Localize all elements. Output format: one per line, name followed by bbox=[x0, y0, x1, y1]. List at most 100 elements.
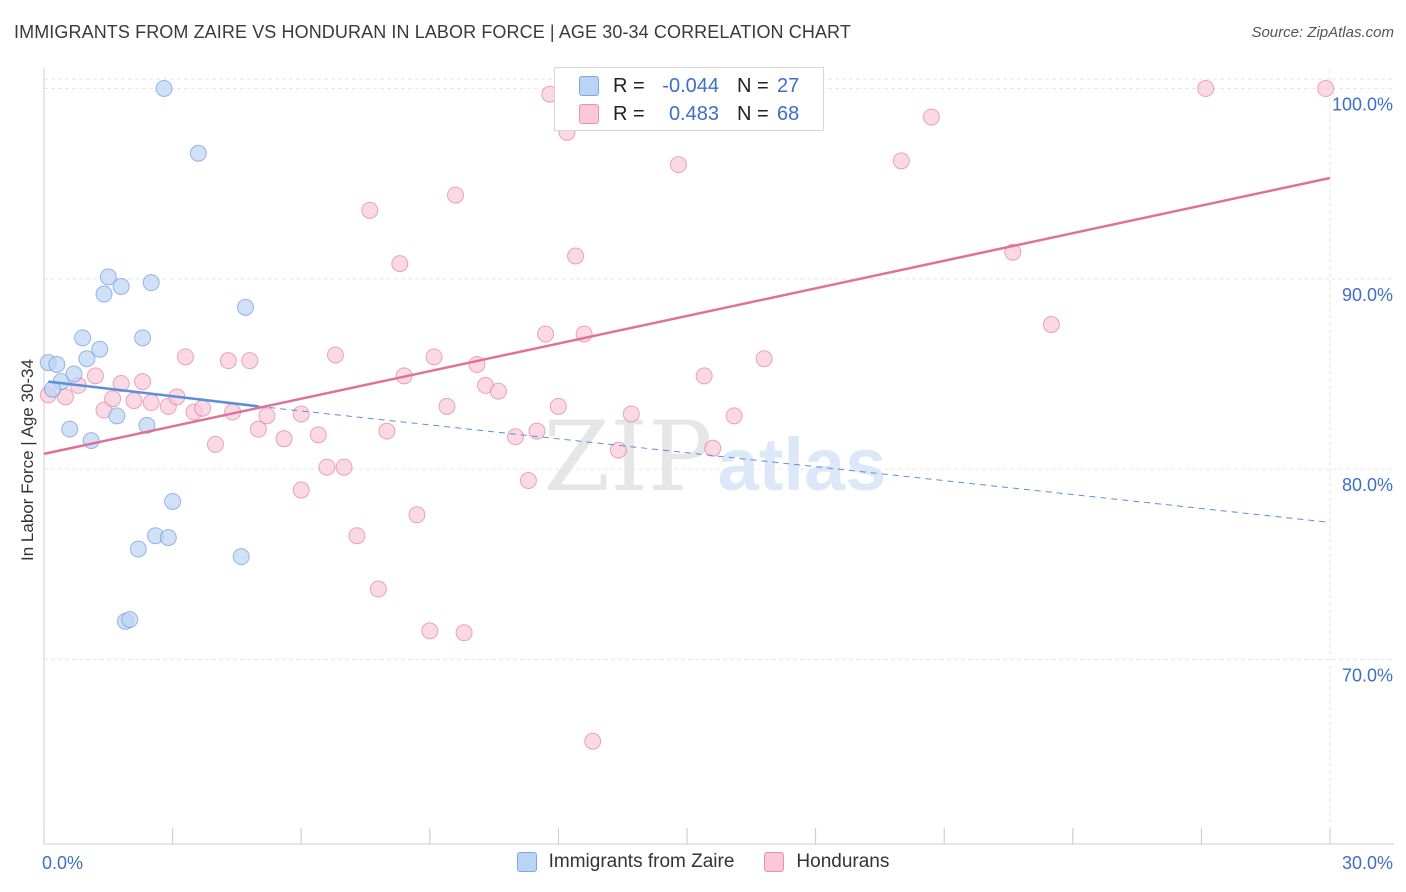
legend-r-value: 0.483 bbox=[668, 102, 719, 125]
point-hondurans bbox=[86, 367, 104, 385]
point-hondurans bbox=[241, 352, 259, 370]
series-legend: Immigrants from Zaire Hondurans bbox=[0, 851, 1406, 873]
point-immigrants-from-zaire bbox=[61, 420, 79, 438]
point-immigrants-from-zaire bbox=[121, 610, 139, 628]
point-hondurans bbox=[348, 527, 366, 545]
point-hondurans bbox=[104, 390, 122, 408]
series-legend-label: Immigrants from Zaire bbox=[548, 851, 735, 872]
point-hondurans bbox=[425, 348, 443, 366]
point-immigrants-from-zaire bbox=[112, 277, 130, 295]
point-hondurans bbox=[622, 405, 640, 423]
point-immigrants-from-zaire bbox=[129, 540, 147, 558]
y-tick-label: 100.0% bbox=[1332, 95, 1393, 115]
point-immigrants-from-zaire bbox=[48, 355, 66, 373]
point-hondurans bbox=[537, 325, 555, 343]
point-hondurans bbox=[369, 580, 387, 598]
point-immigrants-from-zaire bbox=[74, 329, 92, 347]
watermark-atlas: atlas bbox=[718, 423, 887, 506]
legend-r-label: R = bbox=[613, 102, 645, 125]
point-hondurans bbox=[507, 428, 525, 446]
chart-title: IMMIGRANTS FROM ZAIRE VS HONDURAN IN LAB… bbox=[14, 22, 851, 42]
point-immigrants-from-zaire bbox=[108, 407, 126, 425]
point-hondurans bbox=[326, 346, 344, 364]
point-hondurans bbox=[391, 255, 409, 273]
tick-label-layer: 70.0% 80.0% 90.0% 100.0% 0.0% 30.0% bbox=[42, 95, 1393, 873]
point-immigrants-from-zaire bbox=[232, 548, 250, 566]
point-hondurans bbox=[528, 422, 546, 440]
point-hondurans bbox=[438, 397, 456, 415]
point-hondurans bbox=[194, 399, 212, 417]
point-immigrants-from-zaire bbox=[159, 529, 177, 547]
point-hondurans bbox=[134, 373, 152, 391]
point-hondurans bbox=[1317, 80, 1335, 98]
series-legend-zaire: Immigrants from Zaire bbox=[516, 851, 735, 873]
x-tick-label: 0.0% bbox=[42, 853, 83, 873]
series-swatch-zaire bbox=[516, 852, 537, 872]
point-hondurans bbox=[669, 156, 687, 174]
point-hondurans bbox=[922, 108, 940, 126]
point-hondurans bbox=[447, 186, 465, 204]
point-hondurans bbox=[292, 405, 310, 423]
point-hondurans bbox=[549, 397, 567, 415]
point-hondurans bbox=[206, 435, 224, 453]
point-hondurans bbox=[176, 348, 194, 366]
series-swatch-hondurans bbox=[764, 852, 785, 872]
point-immigrants-from-zaire bbox=[91, 340, 109, 358]
point-hondurans bbox=[361, 201, 379, 219]
y-tick-label: 80.0% bbox=[1342, 475, 1393, 495]
point-immigrants-from-zaire bbox=[95, 285, 113, 303]
x-tick-label: 30.0% bbox=[1342, 853, 1393, 873]
y-tick-label: 70.0% bbox=[1342, 665, 1393, 685]
axis-layer bbox=[43, 68, 1394, 845]
series-legend-hondurans: Hondurans bbox=[764, 851, 889, 873]
point-hondurans bbox=[421, 622, 439, 640]
point-hondurans bbox=[704, 439, 722, 457]
point-immigrants-from-zaire bbox=[142, 274, 160, 292]
point-immigrants-from-zaire bbox=[138, 416, 156, 434]
point-hondurans bbox=[335, 458, 353, 476]
point-hondurans bbox=[275, 430, 293, 448]
point-hondurans bbox=[755, 350, 773, 368]
point-hondurans bbox=[1042, 316, 1060, 334]
point-immigrants-from-zaire bbox=[134, 329, 152, 347]
point-immigrants-from-zaire bbox=[99, 268, 117, 286]
point-hondurans bbox=[258, 407, 276, 425]
point-hondurans bbox=[519, 472, 537, 490]
point-hondurans bbox=[292, 481, 310, 499]
point-hondurans bbox=[408, 506, 426, 524]
legend-n-value: 68 bbox=[777, 102, 800, 125]
point-hondurans bbox=[125, 392, 143, 410]
point-immigrants-from-zaire bbox=[155, 80, 173, 98]
point-hondurans bbox=[892, 152, 910, 170]
trend-layer bbox=[43, 176, 1331, 523]
legend-swatch-hondurans bbox=[579, 104, 599, 124]
watermark: ZIP atlas bbox=[543, 401, 886, 513]
legend-swatch-zaire bbox=[579, 76, 599, 96]
point-hondurans bbox=[378, 422, 396, 440]
stats-legend: R = -0.044 N = 27 R = 0.483 N = 68 bbox=[554, 67, 824, 131]
point-immigrants-from-zaire bbox=[236, 298, 254, 316]
legend-n-label: N = bbox=[737, 74, 769, 97]
legend-n-label: N = bbox=[737, 102, 769, 125]
point-immigrants-from-zaire bbox=[78, 350, 96, 368]
point-immigrants-from-zaire bbox=[164, 492, 182, 510]
point-hondurans bbox=[142, 394, 160, 412]
y-tick-label: 90.0% bbox=[1342, 285, 1393, 305]
point-hondurans bbox=[219, 352, 237, 370]
point-hondurans bbox=[112, 374, 130, 392]
point-hondurans bbox=[1004, 243, 1022, 261]
legend-r-label: R = bbox=[613, 74, 645, 97]
legend-row-zaire: R = -0.044 N = 27 bbox=[579, 72, 799, 100]
source-label: Source: ZipAtlas.com bbox=[1251, 24, 1394, 41]
legend-r-value: -0.044 bbox=[662, 74, 719, 97]
point-hondurans bbox=[249, 420, 267, 438]
trend-extension-immigrants-from-zaire bbox=[258, 405, 1331, 523]
y-axis-label: In Labor Force | Age 30-34 bbox=[18, 359, 37, 561]
points-layer bbox=[39, 80, 1335, 750]
point-immigrants-from-zaire bbox=[189, 144, 207, 162]
point-hondurans bbox=[725, 407, 743, 425]
point-hondurans bbox=[309, 426, 327, 444]
point-hondurans bbox=[567, 247, 585, 265]
point-hondurans bbox=[584, 732, 602, 750]
